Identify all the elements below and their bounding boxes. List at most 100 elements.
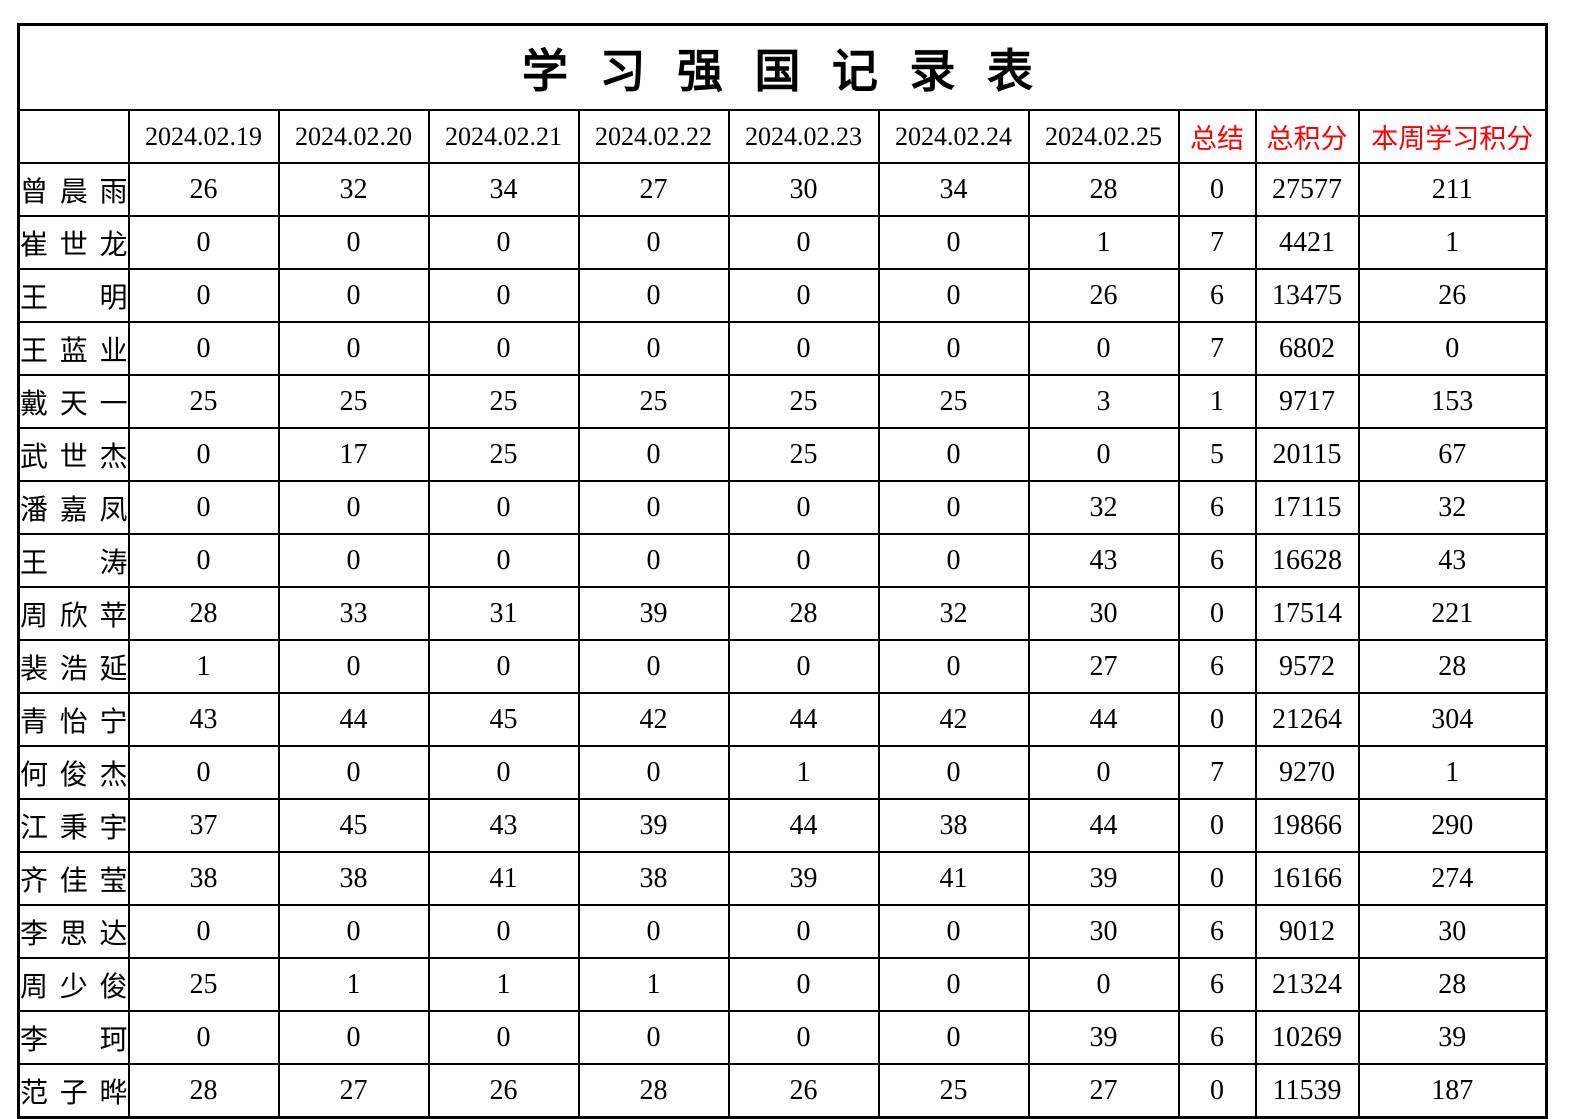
summary-header: 总结 <box>1177 109 1257 164</box>
total-points-cell: 16166 <box>1254 851 1360 906</box>
day-score-cell: 43 <box>1027 533 1180 588</box>
day-score-cell: 0 <box>277 904 430 959</box>
date-header: 2024.02.23 <box>727 109 880 164</box>
date-header: 2024.02.22 <box>577 109 730 164</box>
table-row: 江秉宇 37 45 43 39 44 38 44 0 19866 290 <box>17 798 1548 853</box>
day-score-cell: 0 <box>127 533 280 588</box>
day-score-cell: 30 <box>1027 904 1180 959</box>
total-points-cell: 4421 <box>1254 215 1360 270</box>
total-points-cell: 21324 <box>1254 957 1360 1012</box>
day-score-cell: 25 <box>577 374 730 429</box>
summary-value-cell: 6 <box>1177 639 1257 694</box>
week-points-cell: 221 <box>1357 586 1548 641</box>
total-points-cell: 9717 <box>1254 374 1360 429</box>
day-score-cell: 44 <box>727 692 880 747</box>
day-score-cell: 0 <box>577 904 730 959</box>
student-name-cell: 江秉宇 <box>17 798 130 853</box>
student-name-cell: 李 珂 <box>17 1010 130 1065</box>
day-score-cell: 39 <box>577 798 730 853</box>
day-score-cell: 0 <box>877 321 1030 376</box>
day-score-cell: 43 <box>427 798 580 853</box>
summary-value-cell: 6 <box>1177 533 1257 588</box>
day-score-cell: 25 <box>727 374 880 429</box>
day-score-cell: 25 <box>277 374 430 429</box>
study-record-table: 学 习 强 国 记 录 表 2024.02.19 2024.02.20 2024… <box>17 23 1548 1119</box>
student-name-cell: 曾晨雨 <box>17 162 130 217</box>
day-score-cell: 0 <box>577 533 730 588</box>
day-score-cell: 0 <box>577 1010 730 1065</box>
day-score-cell: 25 <box>877 374 1030 429</box>
corner-cell <box>17 109 130 164</box>
student-name-cell: 戴天一 <box>17 374 130 429</box>
table-row: 周少俊 25 1 1 1 0 0 0 6 21324 28 <box>17 957 1548 1012</box>
day-score-cell: 0 <box>877 957 1030 1012</box>
table-row: 青怡宁 43 44 45 42 44 42 44 0 21264 304 <box>17 692 1548 747</box>
day-score-cell: 0 <box>877 215 1030 270</box>
total-points-cell: 13475 <box>1254 268 1360 323</box>
week-points-cell: 153 <box>1357 374 1548 429</box>
table-row: 范子晔 28 27 26 28 26 25 27 0 11539 187 <box>17 1063 1548 1119</box>
table-row: 周欣苹 28 33 31 39 28 32 30 0 17514 221 <box>17 586 1548 641</box>
student-name-cell: 王蓝业 <box>17 321 130 376</box>
day-score-cell: 0 <box>127 268 280 323</box>
day-score-cell: 26 <box>1027 268 1180 323</box>
day-score-cell: 0 <box>577 480 730 535</box>
day-score-cell: 39 <box>577 586 730 641</box>
day-score-cell: 1 <box>727 745 880 800</box>
date-header: 2024.02.25 <box>1027 109 1180 164</box>
student-name-cell: 裴浩延 <box>17 639 130 694</box>
day-score-cell: 27 <box>577 162 730 217</box>
day-score-cell: 25 <box>727 427 880 482</box>
day-score-cell: 0 <box>277 639 430 694</box>
summary-value-cell: 0 <box>1177 692 1257 747</box>
day-score-cell: 34 <box>427 162 580 217</box>
total-points-cell: 21264 <box>1254 692 1360 747</box>
day-score-cell: 0 <box>427 1010 580 1065</box>
total-points-header: 总积分 <box>1254 109 1360 164</box>
day-score-cell: 28 <box>127 586 280 641</box>
day-score-cell: 44 <box>1027 692 1180 747</box>
week-points-cell: 211 <box>1357 162 1548 217</box>
day-score-cell: 0 <box>1027 745 1180 800</box>
week-points-cell: 26 <box>1357 268 1548 323</box>
day-score-cell: 25 <box>427 374 580 429</box>
table-body: 学 习 强 国 记 录 表 2024.02.19 2024.02.20 2024… <box>17 23 1548 1119</box>
week-points-cell: 28 <box>1357 639 1548 694</box>
total-points-cell: 27577 <box>1254 162 1360 217</box>
week-points-cell: 28 <box>1357 957 1548 1012</box>
title-row: 学 习 强 国 记 录 表 <box>17 23 1548 111</box>
day-score-cell: 0 <box>877 480 1030 535</box>
day-score-cell: 0 <box>577 427 730 482</box>
total-points-cell: 9012 <box>1254 904 1360 959</box>
student-name-cell: 周少俊 <box>17 957 130 1012</box>
day-score-cell: 25 <box>877 1063 1030 1119</box>
summary-value-cell: 0 <box>1177 798 1257 853</box>
total-points-cell: 10269 <box>1254 1010 1360 1065</box>
day-score-cell: 38 <box>127 851 280 906</box>
page-title: 学 习 强 国 记 录 表 <box>17 23 1548 111</box>
day-score-cell: 0 <box>877 904 1030 959</box>
day-score-cell: 0 <box>277 1010 430 1065</box>
student-name-cell: 齐佳莹 <box>17 851 130 906</box>
summary-value-cell: 0 <box>1177 586 1257 641</box>
summary-value-cell: 7 <box>1177 321 1257 376</box>
student-name-cell: 何俊杰 <box>17 745 130 800</box>
day-score-cell: 1 <box>577 957 730 1012</box>
table-row: 崔世龙 0 0 0 0 0 0 1 7 4421 1 <box>17 215 1548 270</box>
date-header: 2024.02.20 <box>277 109 430 164</box>
table-row: 曾晨雨 26 32 34 27 30 34 28 0 27577 211 <box>17 162 1548 217</box>
total-points-cell: 11539 <box>1254 1063 1360 1119</box>
day-score-cell: 45 <box>427 692 580 747</box>
day-score-cell: 25 <box>127 957 280 1012</box>
table-row: 王 明 0 0 0 0 0 0 26 6 13475 26 <box>17 268 1548 323</box>
day-score-cell: 0 <box>277 480 430 535</box>
total-points-cell: 6802 <box>1254 321 1360 376</box>
day-score-cell: 34 <box>877 162 1030 217</box>
day-score-cell: 0 <box>877 268 1030 323</box>
day-score-cell: 31 <box>427 586 580 641</box>
summary-value-cell: 7 <box>1177 745 1257 800</box>
day-score-cell: 27 <box>1027 639 1180 694</box>
day-score-cell: 0 <box>427 533 580 588</box>
date-header: 2024.02.19 <box>127 109 280 164</box>
